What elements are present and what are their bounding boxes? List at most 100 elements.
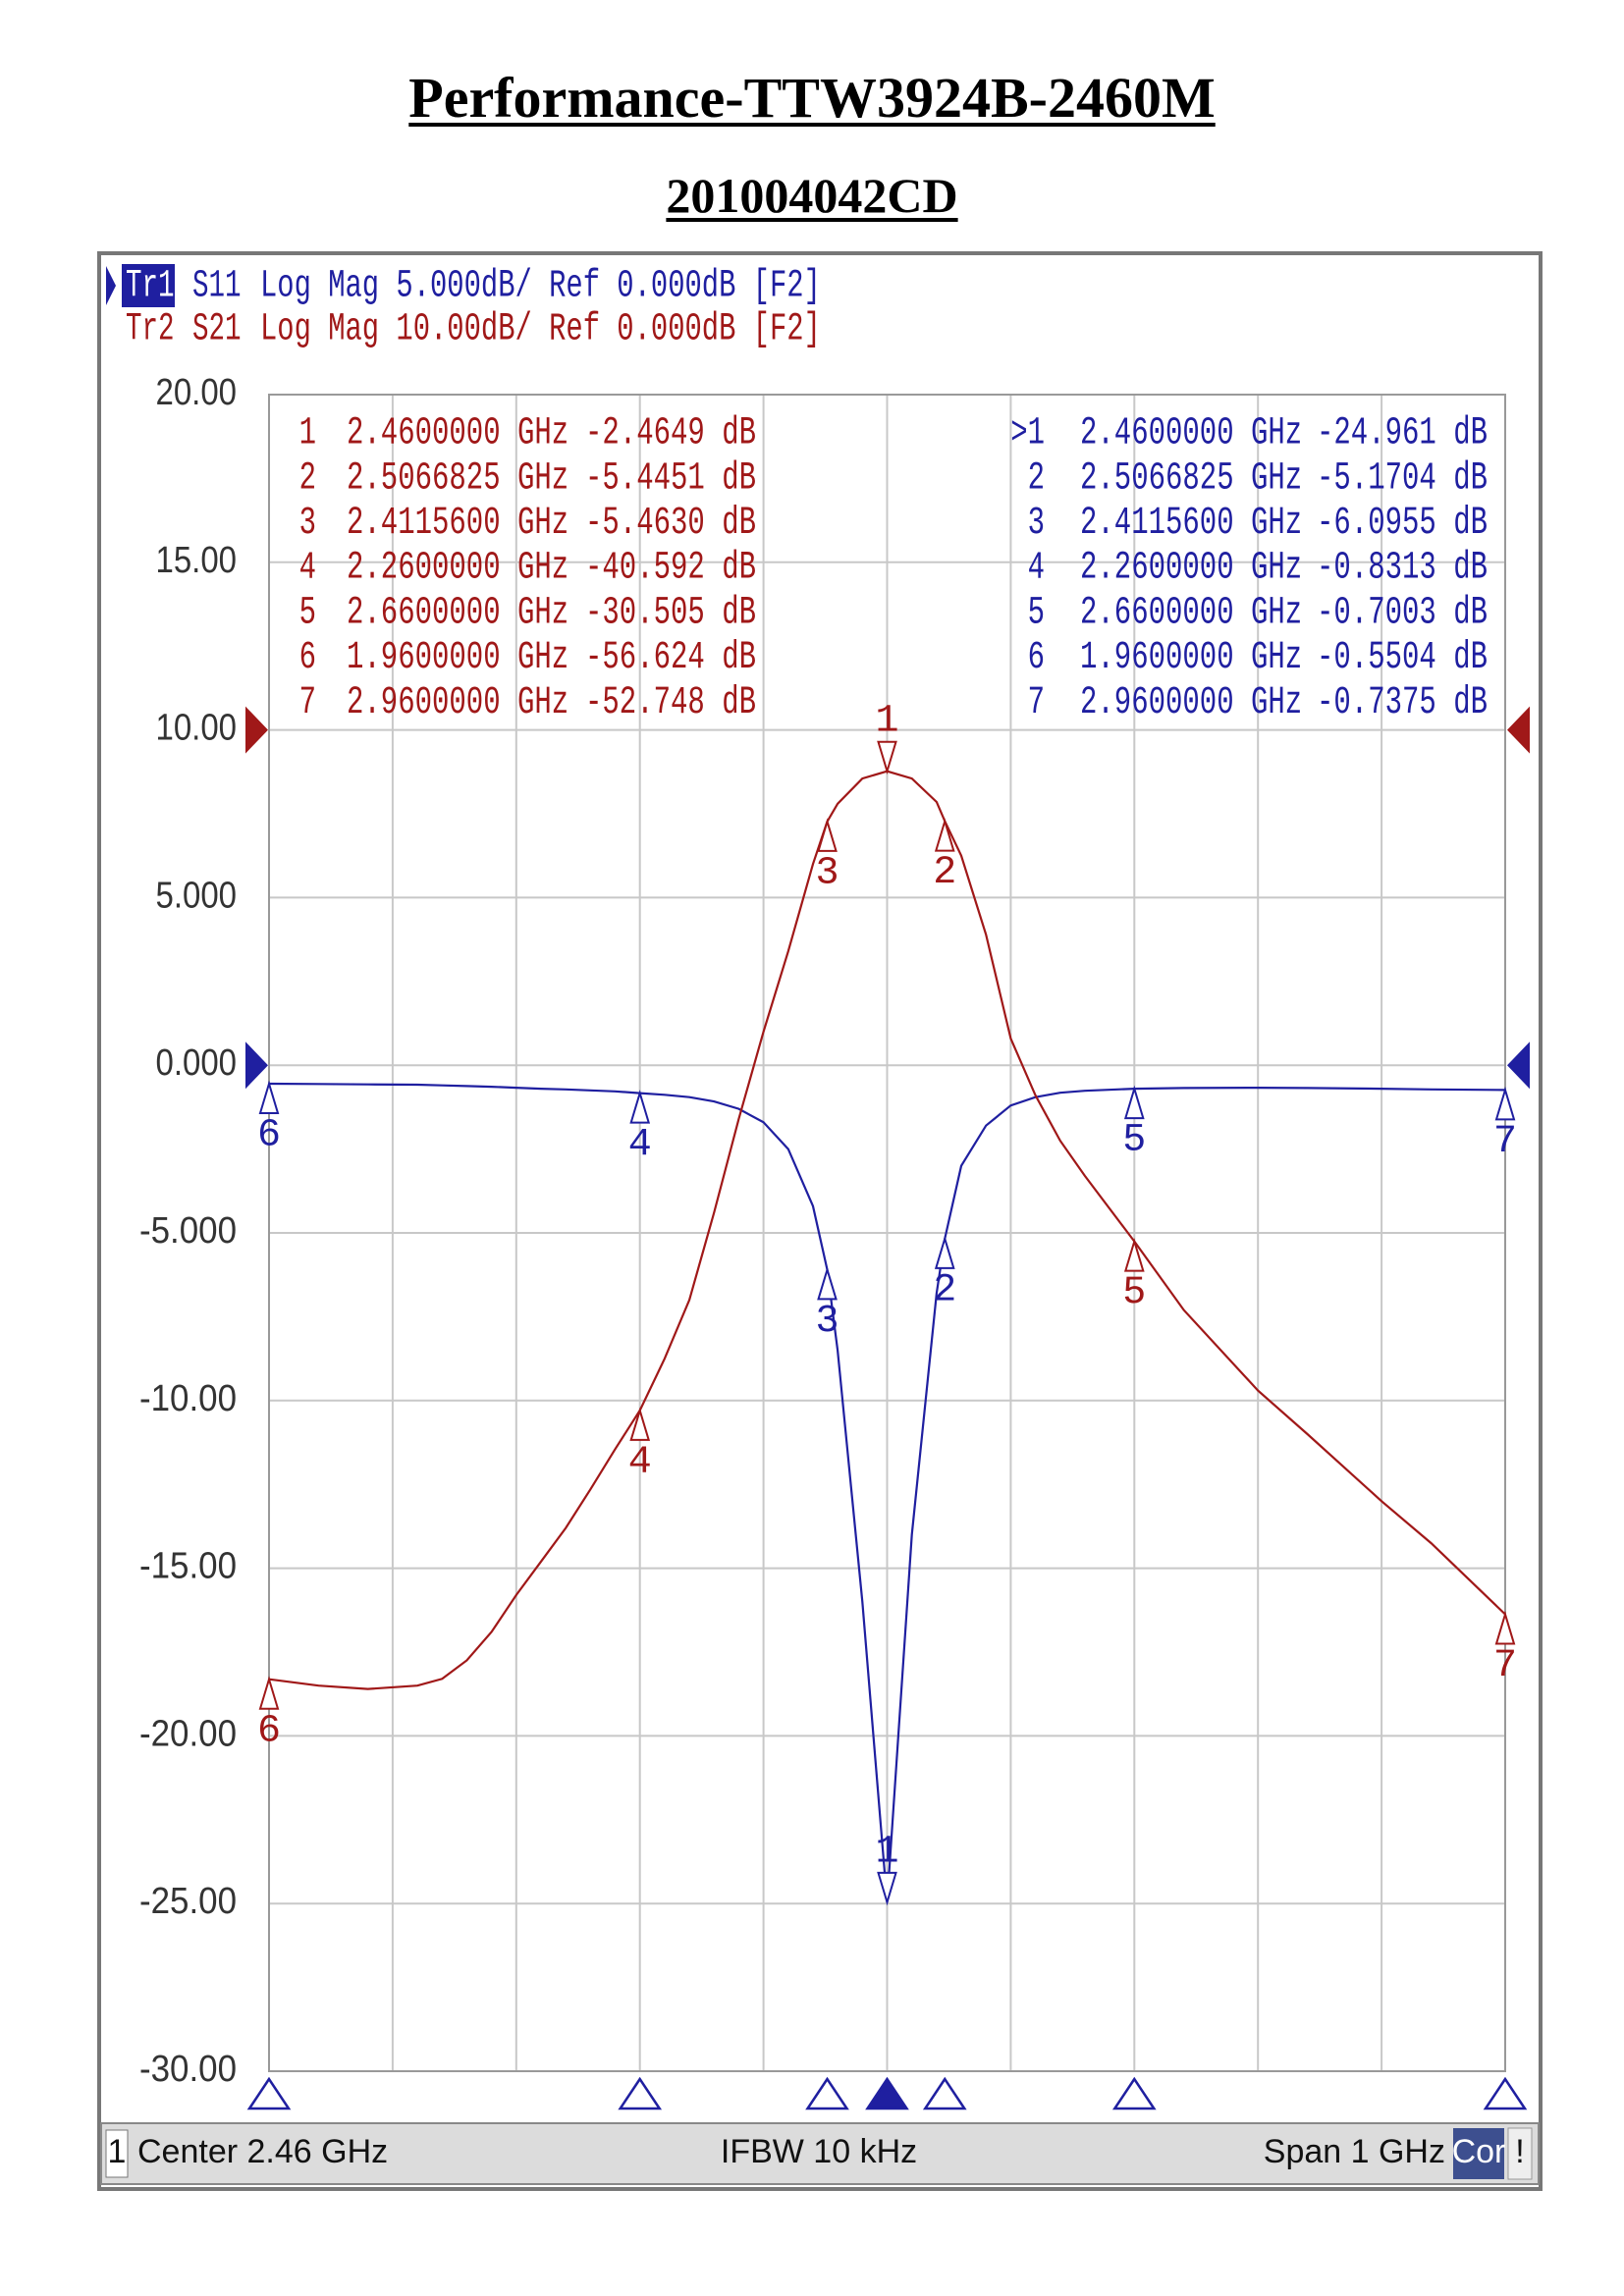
alert: !: [1515, 2133, 1524, 2170]
trace-marker: [817, 818, 838, 852]
marker-id: 3: [299, 502, 316, 546]
y-tick-label: 20.00: [156, 372, 238, 413]
plot-border: [268, 394, 1506, 2072]
trace-marker: [877, 1871, 897, 1906]
axis-marker: [246, 2076, 292, 2110]
trace-marker: [877, 740, 897, 775]
marker-id: 2: [299, 456, 316, 501]
y-tick-label: -30.00: [139, 2049, 237, 2090]
marker-value: -56.624 dB: [585, 636, 756, 680]
correction-box: [1453, 2128, 1504, 2179]
marker-value: -5.4630 dB: [585, 502, 756, 546]
marker-value: -5.1704 dB: [1317, 456, 1488, 501]
marker-value: -0.8313 dB: [1317, 547, 1488, 591]
y-tick-label: 15.00: [156, 540, 238, 581]
marker-frequency: 2.9600000 GHz: [347, 681, 568, 725]
trace-marker: [629, 1090, 651, 1124]
marker-id: 6: [1028, 636, 1045, 680]
trace-marker: [934, 818, 955, 852]
marker-value: -2.4649 dB: [585, 412, 756, 456]
marker-value: -40.592 dB: [585, 547, 756, 591]
title: Performance-TTW3924B-2460M: [408, 66, 1216, 130]
axis-marker: [618, 2076, 663, 2110]
marker-frequency: 1.9600000 GHz: [347, 636, 568, 680]
trace-marker: [1494, 1611, 1516, 1645]
marker-number: 7: [1493, 1644, 1517, 1688]
marker-number: 5: [1122, 1119, 1146, 1163]
ref-arrow-right: [1507, 1041, 1530, 1090]
trace-marker: [629, 1407, 651, 1441]
span: Span 1 GHz: [1264, 2133, 1445, 2170]
marker-value: -0.7003 dB: [1317, 591, 1488, 635]
marker-number: 3: [816, 851, 839, 895]
axis-marker: [1483, 2076, 1528, 2110]
trace-marker: [1494, 1086, 1516, 1121]
y-tick-label: 5.000: [156, 875, 238, 916]
subtitle: 201004042CD: [666, 168, 958, 223]
axis-marker: [805, 2076, 849, 2110]
marker-id: 4: [1028, 547, 1045, 591]
channel: 1: [108, 2133, 127, 2170]
y-tick-label: 0.000: [156, 1042, 238, 1084]
marker-id: 7: [299, 681, 316, 725]
y-tick-label: -5.000: [139, 1210, 237, 1252]
marker-value: -0.5504 dB: [1317, 636, 1488, 680]
ref-arrow-left: [245, 706, 268, 754]
marker-id: 7: [1028, 681, 1045, 725]
ref-arrow-right: [1507, 706, 1530, 754]
axis-marker: [922, 2076, 967, 2110]
marker-frequency: 2.9600000 GHz: [1080, 681, 1302, 725]
trace-marker: [934, 1235, 955, 1269]
trace-marker: [258, 1080, 280, 1114]
marker-id: 5: [299, 591, 316, 635]
active-indicator: [106, 266, 116, 305]
trace-line: [268, 1082, 1506, 1902]
marker-id: 5: [1028, 591, 1045, 635]
marker-frequency: 2.2600000 GHz: [347, 547, 568, 591]
trace-label: Tr2: [126, 308, 175, 352]
marker-number: 5: [1122, 1271, 1146, 1315]
correction: Cor: [1452, 2133, 1506, 2170]
status-bar: [100, 2122, 1540, 2185]
trace-marker: [817, 1265, 838, 1301]
marker-frequency: 2.5066825 GHz: [1080, 456, 1302, 501]
marker-id: 4: [299, 547, 316, 591]
trace-marker: [1123, 1238, 1145, 1272]
marker-frequency: 2.2600000 GHz: [1080, 547, 1302, 591]
marker-frequency: 2.6600000 GHz: [1080, 591, 1302, 635]
trace-label: Tr1: [126, 265, 175, 309]
marker-number: 6: [257, 1709, 281, 1753]
marker-frequency: 2.4600000 GHz: [1080, 412, 1302, 456]
marker-frequency: 2.4600000 GHz: [347, 412, 568, 456]
marker-number: 2: [933, 1268, 956, 1312]
center-freq: Center 2.46 GHz: [137, 2133, 388, 2170]
trace-header: Log Mag 10.00dB/ Ref 0.000dB [F2]: [260, 308, 821, 352]
axis-marker: [865, 2076, 909, 2110]
trace-marker: [258, 1676, 280, 1710]
marker-value: -5.4451 dB: [585, 456, 756, 501]
marker-id: 6: [299, 636, 316, 680]
marker-number: 6: [257, 1114, 281, 1158]
marker-value: -52.748 dB: [585, 681, 756, 725]
marker-id: >1: [1010, 412, 1045, 456]
marker-number: 4: [628, 1440, 652, 1484]
marker-id: 2: [1028, 456, 1045, 501]
channel-box: [105, 2129, 129, 2178]
y-tick-label: -20.00: [139, 1713, 237, 1754]
trace-marker: [1123, 1085, 1145, 1120]
ifbw: IFBW 10 kHz: [721, 2133, 917, 2170]
y-tick-label: -10.00: [139, 1378, 237, 1419]
y-tick-label: 10.00: [156, 708, 238, 749]
marker-number: 4: [628, 1123, 652, 1167]
marker-number: 7: [1493, 1120, 1517, 1164]
marker-id: 1: [299, 412, 316, 456]
marker-frequency: 2.4115600 GHz: [347, 502, 568, 546]
screen-frame: [97, 251, 1543, 2191]
marker-value: -30.505 dB: [585, 591, 756, 635]
marker-number: 2: [933, 851, 956, 895]
marker-frequency: 2.6600000 GHz: [347, 591, 568, 635]
ref-arrow-left: [245, 1041, 268, 1090]
marker-value: -6.0955 dB: [1317, 502, 1488, 546]
